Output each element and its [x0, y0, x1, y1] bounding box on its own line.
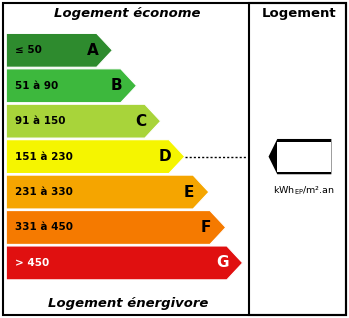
Text: Logement: Logement: [262, 7, 336, 20]
Polygon shape: [6, 69, 136, 103]
Text: Logement économe: Logement économe: [54, 7, 201, 20]
Text: kWh$_{\mathregular{EP}}$/m².an: kWh$_{\mathregular{EP}}$/m².an: [273, 184, 335, 197]
Text: > 450: > 450: [15, 258, 49, 268]
Text: 331 à 450: 331 à 450: [15, 223, 73, 232]
Text: Logement énergivore: Logement énergivore: [47, 297, 208, 310]
Text: E: E: [184, 184, 194, 200]
Text: D: D: [158, 149, 171, 164]
Text: G: G: [216, 255, 229, 270]
Text: B: B: [111, 78, 122, 93]
Text: 91 à 150: 91 à 150: [15, 116, 66, 126]
Polygon shape: [6, 175, 209, 209]
Text: 231 à 330: 231 à 330: [15, 187, 73, 197]
Polygon shape: [6, 140, 185, 174]
Bar: [277, 142, 332, 172]
Text: F: F: [201, 220, 211, 235]
Bar: [249, 3, 346, 315]
Polygon shape: [6, 104, 161, 138]
Polygon shape: [269, 139, 331, 174]
Polygon shape: [6, 246, 243, 280]
Text: C: C: [135, 114, 146, 129]
Text: 151 à 230: 151 à 230: [15, 152, 73, 162]
Text: 51 à 90: 51 à 90: [15, 81, 58, 91]
Text: ≤ 50: ≤ 50: [15, 45, 42, 55]
Polygon shape: [6, 211, 226, 245]
Polygon shape: [6, 33, 112, 67]
Text: A: A: [87, 43, 98, 58]
